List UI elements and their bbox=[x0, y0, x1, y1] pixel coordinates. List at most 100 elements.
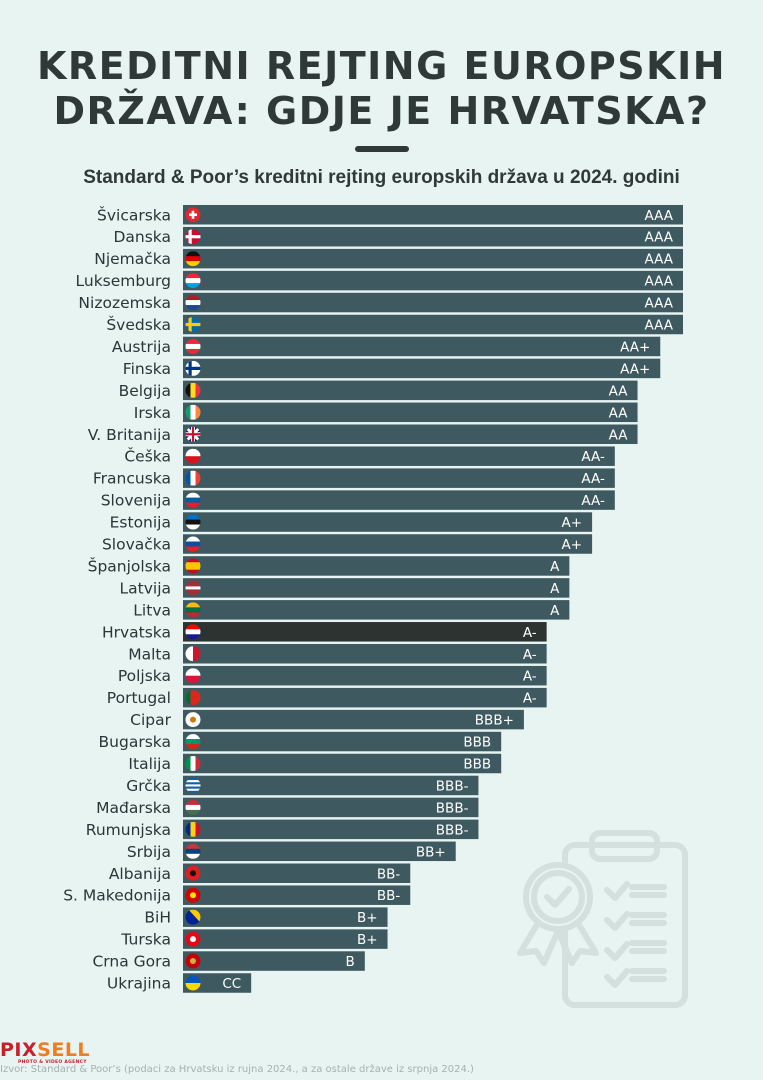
rating-label: BBB bbox=[463, 735, 491, 751]
flag-icon-be bbox=[185, 382, 201, 398]
category-label: Ukrajina bbox=[107, 975, 171, 993]
flag-icon-ee bbox=[185, 514, 201, 530]
bar bbox=[183, 446, 615, 466]
rating-label: AA bbox=[609, 383, 629, 399]
bar-row: Litva A bbox=[133, 600, 570, 620]
bar-row: Italija BBB bbox=[128, 753, 502, 774]
flag-icon-fr bbox=[185, 470, 201, 486]
bar bbox=[183, 226, 683, 247]
category-label: Švedska bbox=[106, 315, 171, 334]
bar bbox=[183, 644, 547, 664]
category-label: Turska bbox=[120, 931, 171, 949]
rating-label: A+ bbox=[562, 537, 583, 553]
bar-row: Portugal A- bbox=[107, 687, 547, 708]
flag-icon-fi bbox=[185, 360, 201, 376]
rating-label: B+ bbox=[357, 910, 378, 926]
bar-row: Albanija BB- bbox=[109, 863, 411, 883]
rating-label: BBB+ bbox=[475, 713, 514, 729]
rating-label: AA- bbox=[581, 449, 605, 465]
rating-label: BBB- bbox=[436, 778, 469, 794]
bar bbox=[183, 205, 683, 225]
category-label: Poljska bbox=[118, 667, 171, 685]
bar-row: Slovačka A+ bbox=[102, 534, 593, 554]
title-line-1: KREDITNI REJTING EUROPSKIH bbox=[36, 44, 727, 88]
bar-row: Nizozemska AAA bbox=[78, 292, 683, 313]
rating-label: AAA bbox=[645, 318, 674, 334]
bar-row: Turska B+ bbox=[120, 929, 388, 949]
flag-icon-cz bbox=[185, 448, 201, 464]
rating-label: A- bbox=[523, 647, 537, 663]
rating-label: AA bbox=[609, 405, 629, 421]
bar-row: Španjolska A bbox=[88, 556, 570, 576]
bar bbox=[183, 468, 615, 488]
category-label: Grčka bbox=[126, 777, 171, 795]
category-label: Albanija bbox=[109, 865, 171, 883]
bar bbox=[183, 819, 479, 840]
category-label: V. Britanija bbox=[88, 426, 171, 444]
bar bbox=[183, 753, 502, 774]
category-label: Italija bbox=[128, 755, 171, 773]
bar bbox=[183, 512, 593, 532]
category-label: Švicarska bbox=[97, 205, 171, 224]
bar bbox=[183, 775, 479, 796]
bar-row: Francuska AA- bbox=[93, 468, 615, 488]
rating-label: BB- bbox=[377, 888, 401, 904]
bar bbox=[183, 490, 615, 510]
flag-icon-lv bbox=[185, 580, 201, 596]
rating-label: AAA bbox=[645, 208, 674, 224]
flag-icon-it bbox=[185, 756, 201, 771]
logo-part-2: SELL bbox=[37, 1039, 91, 1061]
bar bbox=[183, 907, 388, 927]
bar-row: Grčka BBB- bbox=[126, 775, 479, 796]
bar bbox=[183, 731, 502, 752]
rating-label: AA- bbox=[581, 493, 605, 509]
rating-label: A- bbox=[523, 625, 537, 641]
rating-label: AAA bbox=[645, 274, 674, 290]
logo-tagline: PHOTO & VIDEO AGENCY bbox=[18, 1060, 87, 1065]
category-label: Luksemburg bbox=[76, 272, 171, 290]
category-label: Portugal bbox=[107, 689, 171, 707]
rating-label: BB- bbox=[377, 866, 401, 882]
flag-icon-pl bbox=[185, 668, 201, 684]
bar bbox=[183, 687, 547, 708]
category-label: Mađarska bbox=[96, 799, 171, 817]
bar bbox=[183, 292, 683, 313]
bar bbox=[183, 358, 661, 379]
bar-row: Švedska AAA bbox=[106, 314, 683, 335]
rating-label: AA bbox=[609, 427, 629, 443]
flag-icon-lu bbox=[185, 273, 201, 289]
flag-icon-ba bbox=[185, 909, 201, 925]
bar bbox=[183, 797, 479, 818]
category-label: Finska bbox=[123, 360, 171, 378]
title-line-2: DRŽAVA: GDJE JE HRVATSKA? bbox=[53, 89, 710, 133]
bar-row: Luksemburg AAA bbox=[76, 270, 683, 291]
bar bbox=[183, 380, 638, 401]
bar bbox=[183, 929, 388, 949]
flag-icon-ie bbox=[185, 404, 201, 420]
rating-label: B+ bbox=[357, 932, 378, 948]
flag-icon-tr bbox=[185, 931, 201, 947]
flag-icon-de bbox=[185, 251, 201, 267]
bar bbox=[183, 578, 570, 598]
bar-row: Rumunjska BBB- bbox=[86, 819, 479, 840]
flag-icon-dk bbox=[185, 229, 201, 245]
category-label: Crna Gora bbox=[92, 953, 171, 971]
category-label: Danska bbox=[113, 228, 171, 246]
category-label: Srbija bbox=[127, 843, 171, 861]
category-label: Cipar bbox=[130, 711, 171, 729]
bar-row: Finska AA+ bbox=[123, 358, 661, 379]
bar bbox=[183, 665, 547, 686]
category-label: S. Makedonija bbox=[63, 887, 171, 905]
bar-row: Latvija A bbox=[120, 578, 570, 598]
chart-subtitle: Standard & Poor’s kreditni rejting europ… bbox=[83, 167, 680, 188]
flag-icon-ro bbox=[185, 821, 201, 837]
bar-row: Austrija AA+ bbox=[112, 336, 661, 357]
rating-label: B bbox=[346, 954, 355, 970]
flag-icon-at bbox=[185, 338, 201, 354]
bar bbox=[183, 841, 456, 862]
category-label: Latvija bbox=[120, 579, 172, 597]
category-label: Španjolska bbox=[88, 556, 171, 575]
page-title: KREDITNI REJTING EUROPSKIH DRŽAVA: GDJE … bbox=[0, 44, 763, 134]
bar-row: Slovenija AA- bbox=[101, 490, 615, 510]
